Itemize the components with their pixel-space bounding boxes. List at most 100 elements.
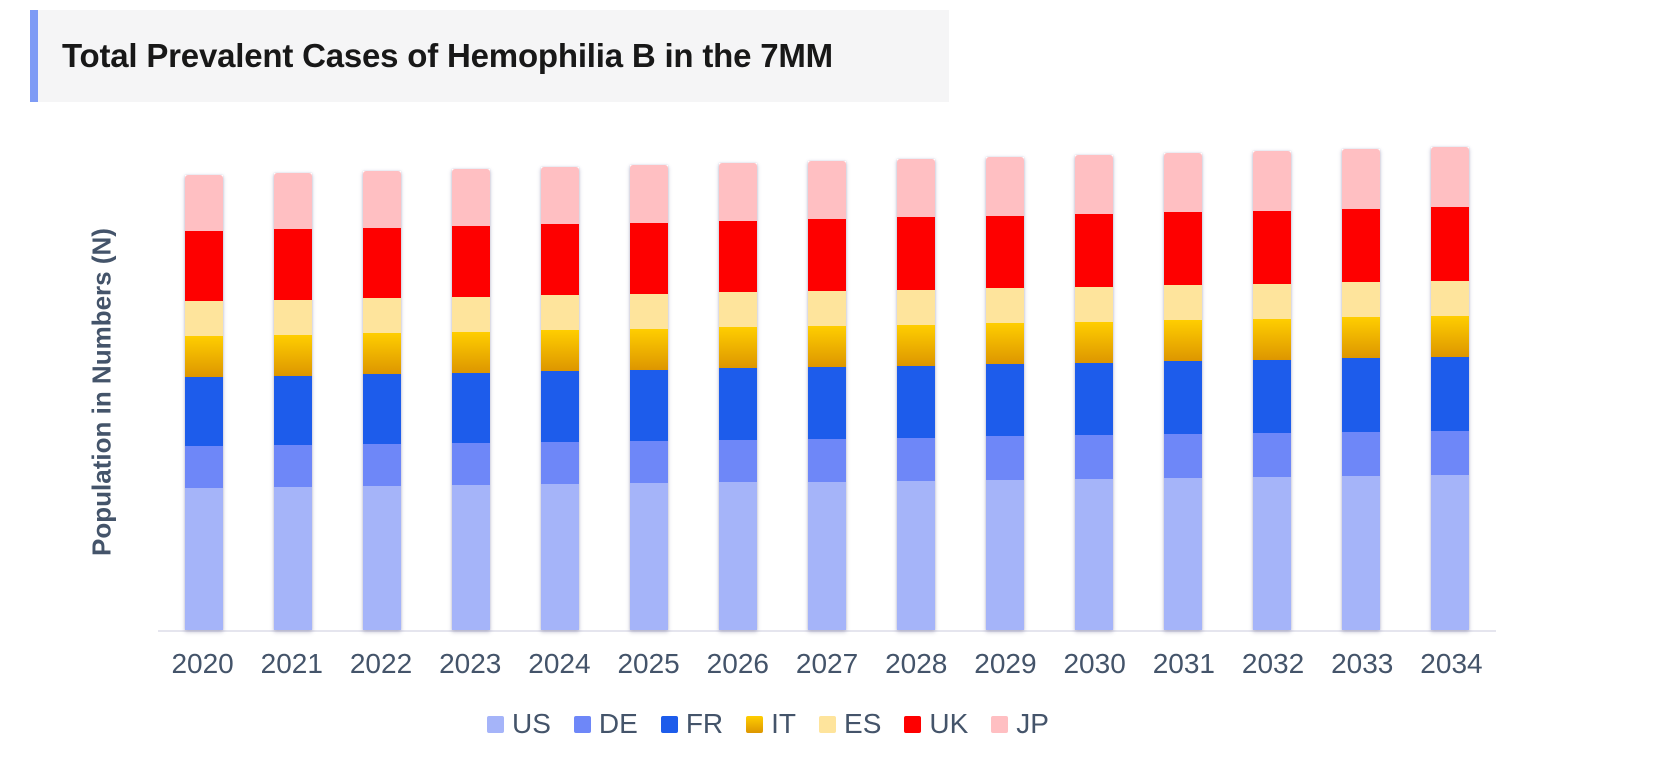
bar-segment-fr-2028[interactable]	[897, 365, 935, 438]
bar-segment-us-2029[interactable]	[986, 479, 1024, 630]
bar-segment-uk-2024[interactable]	[541, 224, 579, 296]
bar-segment-uk-2030[interactable]	[1075, 213, 1113, 287]
bar-2025[interactable]	[630, 165, 668, 630]
legend-item-de[interactable]: DE	[573, 708, 638, 740]
bar-segment-jp-2030[interactable]	[1075, 154, 1113, 214]
bar-segment-es-2029[interactable]	[986, 288, 1024, 324]
bar-segment-it-2029[interactable]	[986, 323, 1024, 365]
bar-2024[interactable]	[541, 167, 579, 630]
bar-segment-fr-2030[interactable]	[1075, 362, 1113, 436]
bar-segment-jp-2029[interactable]	[986, 156, 1024, 216]
bar-segment-jp-2031[interactable]	[1164, 153, 1202, 213]
bar-segment-uk-2026[interactable]	[719, 220, 757, 293]
bar-segment-fr-2020[interactable]	[185, 377, 223, 446]
bar-segment-fr-2021[interactable]	[274, 375, 312, 446]
bar-segment-de-2023[interactable]	[452, 442, 490, 486]
bar-segment-jp-2023[interactable]	[452, 168, 490, 226]
bar-segment-us-2032[interactable]	[1253, 476, 1291, 630]
bar-2030[interactable]	[1075, 154, 1113, 630]
legend-item-uk[interactable]: UK	[904, 708, 968, 740]
bar-segment-jp-2025[interactable]	[630, 165, 668, 223]
bar-segment-de-2029[interactable]	[986, 436, 1024, 480]
bar-segment-uk-2025[interactable]	[630, 222, 668, 294]
bar-segment-de-2027[interactable]	[808, 438, 846, 482]
bar-segment-de-2026[interactable]	[719, 439, 757, 483]
bar-segment-es-2028[interactable]	[897, 289, 935, 325]
bar-segment-us-2024[interactable]	[541, 484, 579, 630]
bar-segment-it-2032[interactable]	[1253, 318, 1291, 360]
bar-segment-us-2034[interactable]	[1431, 475, 1469, 630]
bar-segment-es-2020[interactable]	[185, 301, 223, 336]
bar-segment-us-2023[interactable]	[452, 485, 490, 630]
bar-2032[interactable]	[1253, 151, 1291, 630]
bar-segment-jp-2021[interactable]	[274, 173, 312, 230]
bar-segment-es-2030[interactable]	[1075, 286, 1113, 322]
bar-segment-de-2033[interactable]	[1342, 432, 1380, 476]
bar-segment-it-2021[interactable]	[274, 334, 312, 376]
bar-segment-uk-2029[interactable]	[986, 215, 1024, 289]
bar-segment-us-2033[interactable]	[1342, 475, 1380, 630]
bar-segment-it-2028[interactable]	[897, 324, 935, 366]
bar-segment-de-2034[interactable]	[1431, 431, 1469, 475]
bar-segment-es-2022[interactable]	[363, 298, 401, 334]
bar-segment-es-2027[interactable]	[808, 291, 846, 326]
bar-segment-es-2026[interactable]	[719, 292, 757, 328]
bar-segment-jp-2024[interactable]	[541, 167, 579, 225]
bar-segment-fr-2032[interactable]	[1253, 359, 1291, 434]
bar-segment-us-2028[interactable]	[897, 480, 935, 630]
bar-segment-de-2020[interactable]	[185, 446, 223, 488]
bar-2027[interactable]	[808, 161, 846, 630]
bar-2026[interactable]	[719, 163, 757, 630]
bar-2022[interactable]	[363, 170, 401, 630]
bar-segment-it-2031[interactable]	[1164, 320, 1202, 362]
bar-segment-it-2024[interactable]	[541, 330, 579, 372]
bar-2034[interactable]	[1431, 147, 1469, 630]
bar-2031[interactable]	[1164, 153, 1202, 630]
bar-segment-uk-2022[interactable]	[363, 227, 401, 299]
legend-item-it[interactable]: IT	[746, 708, 796, 740]
bar-segment-fr-2022[interactable]	[363, 374, 401, 444]
bar-segment-es-2034[interactable]	[1431, 281, 1469, 316]
bar-segment-it-2020[interactable]	[185, 336, 223, 377]
bar-2028[interactable]	[897, 159, 935, 630]
bar-segment-it-2025[interactable]	[630, 328, 668, 370]
bar-segment-it-2030[interactable]	[1075, 321, 1113, 363]
bar-segment-es-2032[interactable]	[1253, 283, 1291, 319]
bar-segment-de-2030[interactable]	[1075, 435, 1113, 479]
bar-segment-it-2034[interactable]	[1431, 316, 1469, 357]
bar-segment-it-2023[interactable]	[452, 331, 490, 373]
bar-segment-uk-2028[interactable]	[897, 217, 935, 290]
bar-segment-es-2023[interactable]	[452, 296, 490, 332]
bar-segment-us-2027[interactable]	[808, 481, 846, 630]
bar-segment-fr-2031[interactable]	[1164, 361, 1202, 435]
bar-segment-jp-2020[interactable]	[185, 175, 223, 231]
bar-segment-es-2021[interactable]	[274, 299, 312, 335]
bar-segment-it-2027[interactable]	[808, 326, 846, 367]
bar-segment-de-2028[interactable]	[897, 437, 935, 481]
legend-item-fr[interactable]: FR	[660, 708, 723, 740]
bar-segment-de-2032[interactable]	[1253, 433, 1291, 477]
bar-2020[interactable]	[185, 175, 223, 630]
bar-segment-us-2021[interactable]	[274, 487, 312, 630]
bar-2023[interactable]	[452, 168, 490, 630]
bar-segment-jp-2034[interactable]	[1431, 147, 1469, 207]
bar-segment-it-2033[interactable]	[1342, 317, 1380, 359]
bar-segment-it-2022[interactable]	[363, 333, 401, 375]
bar-segment-fr-2029[interactable]	[986, 364, 1024, 437]
bar-segment-us-2026[interactable]	[719, 482, 757, 630]
bar-segment-jp-2033[interactable]	[1342, 149, 1380, 209]
bar-segment-us-2031[interactable]	[1164, 477, 1202, 630]
bar-segment-us-2022[interactable]	[363, 486, 401, 630]
bar-segment-uk-2034[interactable]	[1431, 207, 1469, 281]
bar-segment-fr-2027[interactable]	[808, 367, 846, 439]
bar-segment-uk-2027[interactable]	[808, 219, 846, 291]
bar-segment-fr-2024[interactable]	[541, 371, 579, 442]
bar-segment-de-2024[interactable]	[541, 441, 579, 485]
bar-segment-uk-2031[interactable]	[1164, 212, 1202, 286]
bar-segment-us-2020[interactable]	[185, 488, 223, 630]
bar-segment-jp-2028[interactable]	[897, 159, 935, 218]
bar-2021[interactable]	[274, 173, 312, 630]
bar-segment-uk-2032[interactable]	[1253, 210, 1291, 284]
bar-segment-es-2033[interactable]	[1342, 282, 1380, 318]
bar-segment-uk-2023[interactable]	[452, 225, 490, 297]
